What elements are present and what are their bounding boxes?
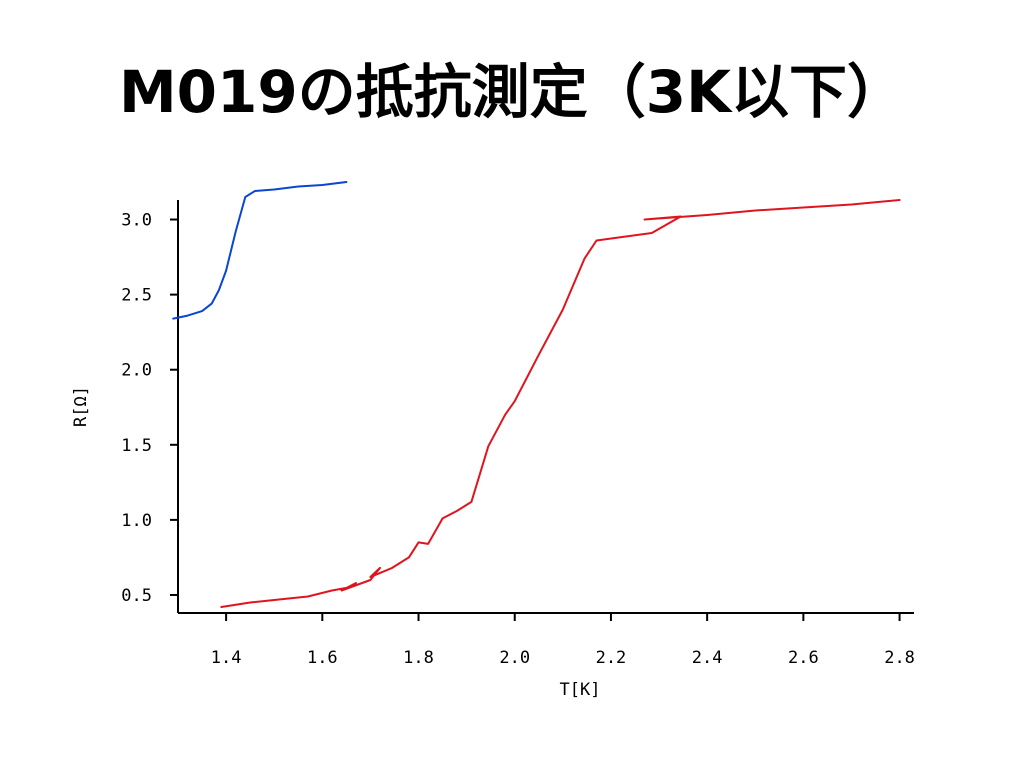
- x-ticks: 1.4 1.6 1.8 2.0 2.2 2.4 2.6 2.8: [211, 613, 915, 668]
- x-tick-label: 2.4: [692, 648, 723, 668]
- x-tick-label: 1.4: [211, 648, 242, 668]
- x-tick-label: 2.2: [596, 648, 627, 668]
- series-line-1: [172, 181, 348, 320]
- slide-title: M019の抵抗測定（3K以下）: [118, 58, 906, 126]
- y-tick-label: 1.5: [121, 436, 152, 456]
- y-tick-label: 2.5: [121, 286, 152, 306]
- x-tick-label: 2.8: [884, 648, 915, 668]
- y-tick-label: 3.0: [121, 211, 152, 231]
- y-tick-label: 2.0: [121, 361, 152, 381]
- y-tick-label: 1.0: [121, 511, 152, 531]
- chart-axes: [177, 200, 914, 614]
- x-tick-label: 2.0: [499, 648, 530, 668]
- y-axis-label: R[Ω]: [71, 386, 91, 427]
- y-tick-label: 0.5: [121, 586, 152, 606]
- chart-series: [172, 181, 901, 608]
- x-tick-label: 1.8: [403, 648, 434, 668]
- y-ticks: 0.5 1.0 1.5 2.0 2.5 3.0: [121, 211, 178, 606]
- x-tick-label: 2.6: [788, 648, 819, 668]
- x-tick-label: 1.6: [307, 648, 338, 668]
- series-line-2: [220, 199, 901, 608]
- x-axis-label: T[K]: [560, 680, 601, 700]
